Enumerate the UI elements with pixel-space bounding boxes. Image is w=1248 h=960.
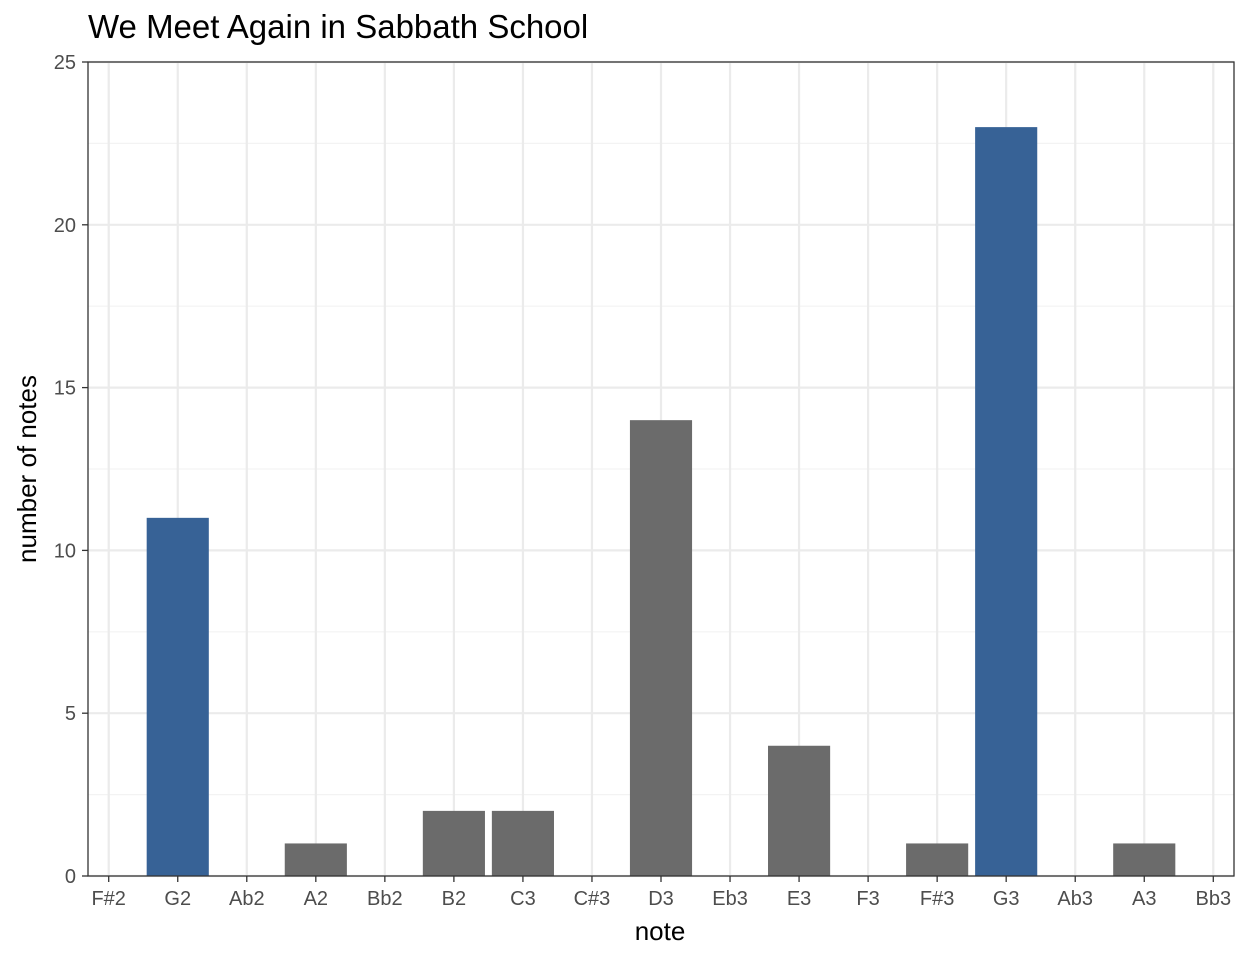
x-tick-label: C#3 — [574, 888, 611, 910]
y-tick-label: 0 — [65, 866, 76, 888]
y-axis-title: number of notes — [12, 375, 42, 563]
bar-d3 — [629, 420, 693, 876]
x-tick-label: D3 — [648, 888, 674, 910]
bar-c3 — [491, 810, 554, 876]
y-tick-label: 25 — [54, 52, 76, 74]
x-tick-label: A2 — [304, 888, 328, 910]
x-tick-label: F#3 — [920, 888, 954, 910]
y-tick-label: 15 — [54, 378, 76, 400]
bar-a3 — [1113, 843, 1176, 876]
y-tick-label: 20 — [54, 215, 76, 237]
x-axis-ticks: F#2 G2 Ab2 A2 Bb2 B2 C3 C#3 D3 Eb3 E3 F3 F#3 G3 Ab3 A3 B… — [91, 876, 1231, 910]
x-axis-title: note — [635, 916, 686, 946]
x-tick-label: B2 — [442, 888, 466, 910]
bars — [146, 127, 1176, 877]
chart-title: We Meet Again in Sabbath School — [88, 8, 588, 45]
x-tick-label: Ab2 — [229, 888, 265, 910]
y-tick-label: 10 — [54, 540, 76, 562]
y-axis-ticks: 0 5 10 15 20 25 — [54, 52, 88, 888]
x-tick-label: C3 — [510, 888, 536, 910]
x-tick-label: Bb3 — [1195, 888, 1231, 910]
x-tick-label: E3 — [787, 888, 811, 910]
x-tick-label: G2 — [164, 888, 191, 910]
x-tick-label: Bb2 — [367, 888, 403, 910]
y-tick-label: 5 — [65, 703, 76, 725]
x-tick-label: A3 — [1132, 888, 1156, 910]
bar-g3 — [975, 127, 1038, 877]
x-tick-label: Ab3 — [1057, 888, 1093, 910]
bar-e3 — [768, 745, 831, 876]
bar-a2 — [284, 843, 347, 876]
bar-g2 — [146, 517, 209, 876]
x-tick-label: G3 — [993, 888, 1020, 910]
x-tick-label: F#2 — [91, 888, 125, 910]
bar-b2 — [422, 810, 485, 876]
bar-fsharp3 — [906, 843, 969, 876]
x-tick-label: F3 — [856, 888, 879, 910]
x-tick-label: Eb3 — [712, 888, 748, 910]
